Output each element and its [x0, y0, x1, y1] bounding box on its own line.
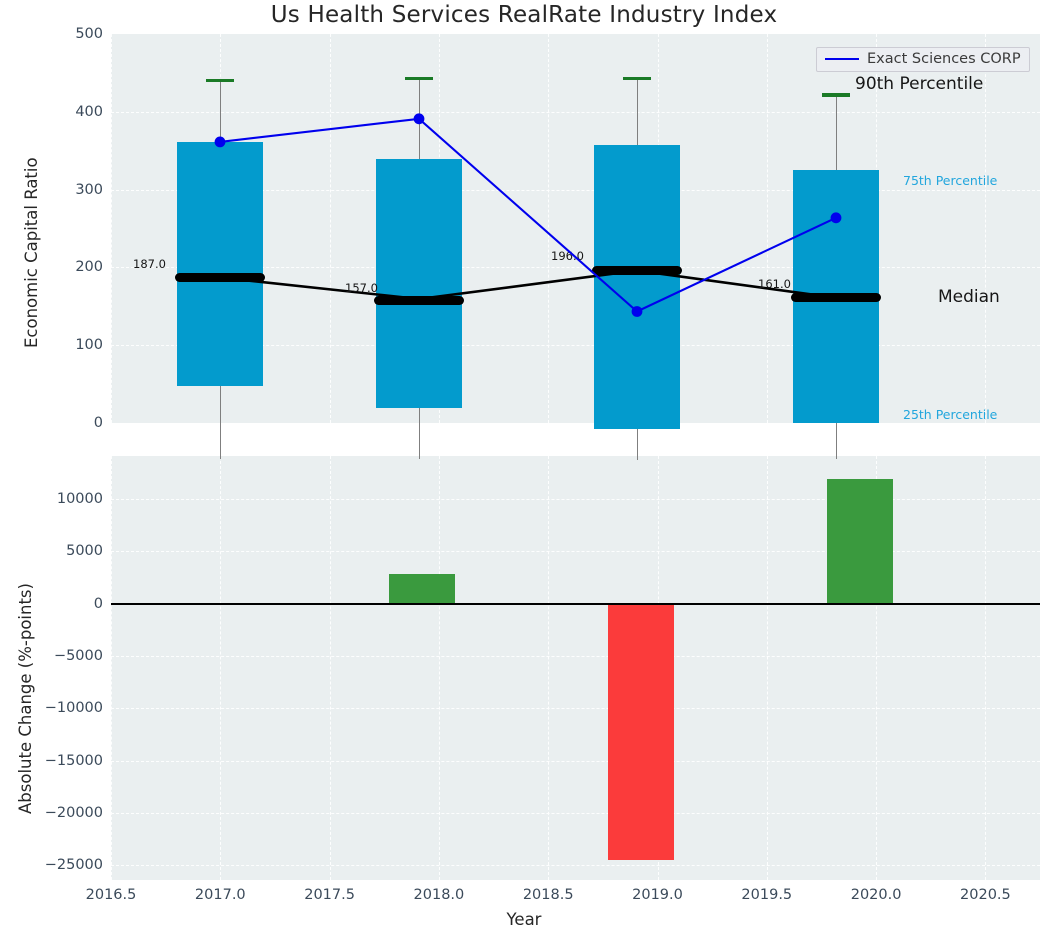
xtick-2018-5: 2018.5 [522, 887, 574, 903]
ytick-bot-10000: 10000 [56, 491, 103, 507]
vgridline-b-2018-5 [548, 456, 550, 880]
change-bar-2019 [608, 604, 674, 860]
gridline-bot-minus20000 [111, 812, 1040, 814]
median-label-2019: 196.0 [551, 249, 584, 263]
xtick-2018-0: 2018.0 [413, 887, 465, 903]
axis-label-absolute-change: Absolute Change (%-points) [16, 583, 35, 814]
ytick-bot-minus20000: −20000 [44, 804, 103, 821]
median-bar-2018 [373, 296, 464, 306]
vgridline-b-2017-5 [329, 456, 331, 880]
annotation-median: Median [938, 287, 1000, 307]
ytick-bot-minus10000: −10000 [44, 700, 103, 717]
gridline-bot-minus5000 [111, 656, 1040, 657]
xtick-2016-5: 2016.5 [85, 887, 137, 903]
legend-line-icon [825, 58, 859, 60]
ytick-bot-minus25000: −25000 [44, 857, 103, 874]
bottom-chart-panel [111, 456, 1040, 880]
vgridline-b-2016-5 [111, 456, 112, 880]
gridline-bot-minus10000 [111, 708, 1040, 710]
annotation-75th-percentile: 75th Percentile [903, 173, 998, 188]
xtick-2020-0: 2020.0 [850, 887, 902, 903]
ytick-top-0: 0 [93, 415, 103, 431]
gridline-top-0 [111, 423, 1040, 424]
ytick-top-300: 300 [75, 181, 103, 198]
change-bar-2018 [389, 574, 455, 604]
axis-label-economic-capital-ratio: Economic Capital Ratio [22, 157, 41, 348]
xtick-2017-0: 2017.0 [194, 887, 246, 903]
vgridline-b-2019-5 [766, 456, 768, 880]
xtick-2020-5: 2020.5 [960, 887, 1011, 903]
median-label-2018: 157.0 [345, 281, 378, 295]
gridline-top-400 [111, 111, 1040, 113]
vgridline-b-2017-0 [220, 456, 222, 880]
gridline-bot-minus25000 [111, 865, 1040, 867]
gridline-bot-5000 [111, 551, 1040, 553]
ytick-top-100: 100 [75, 337, 103, 354]
box-2017 [177, 142, 263, 387]
median-label-2020: 161.0 [758, 277, 791, 291]
vgridline-b-2018-0 [438, 456, 440, 880]
vgridline-2017-5 [329, 34, 331, 423]
box-2019 [594, 144, 680, 430]
gridline-bot-minus15000 [111, 760, 1040, 762]
annotation-90th-percentile: 90th Percentile [855, 74, 984, 94]
p90-cap-2018 [404, 76, 433, 81]
median-bar-2020 [790, 293, 881, 303]
zero-line [111, 603, 1040, 605]
vgridline-b-2020-0 [876, 456, 878, 880]
gridline-bot-10000 [111, 499, 1040, 500]
gridline-top-100 [111, 345, 1040, 347]
chart-legend[interactable]: Exact Sciences CORP [816, 47, 1030, 72]
box-2018 [375, 158, 462, 409]
axis-label-year: Year [506, 910, 542, 929]
vgridline-2016-5 [111, 34, 112, 423]
change-bar-2020 [827, 479, 893, 604]
page-title: Us Health Services RealRate Industry Ind… [270, 2, 778, 28]
median-bar-2017 [175, 272, 265, 282]
xtick-2019-0: 2019.0 [632, 887, 683, 903]
annotation-25th-percentile: 25th Percentile [903, 407, 998, 422]
p90-cap-2020 [821, 93, 850, 97]
ytick-bot-0: 0 [93, 595, 103, 612]
ytick-top-500: 500 [75, 26, 103, 42]
p90-cap-2017 [206, 78, 234, 82]
vgridline-2020-5 [985, 34, 987, 423]
ytick-bot-5000: 5000 [66, 543, 103, 560]
xtick-2019-5: 2019.5 [741, 887, 793, 903]
vgridline-b-2020-5 [985, 456, 987, 880]
legend-label-exact-sciences: Exact Sciences CORP [867, 51, 1021, 67]
ytick-bot-minus5000: −5000 [53, 647, 103, 664]
vgridline-2018-5 [548, 34, 550, 423]
ytick-top-400: 400 [75, 103, 103, 120]
ytick-top-200: 200 [75, 259, 103, 276]
ytick-bot-minus15000: −15000 [44, 752, 103, 769]
vgridline-2019-5 [766, 34, 768, 423]
median-bar-2019 [592, 266, 682, 276]
p90-cap-2019 [623, 77, 651, 81]
median-label-2017: 187.0 [133, 257, 166, 271]
xtick-2017-5: 2017.5 [304, 887, 355, 903]
